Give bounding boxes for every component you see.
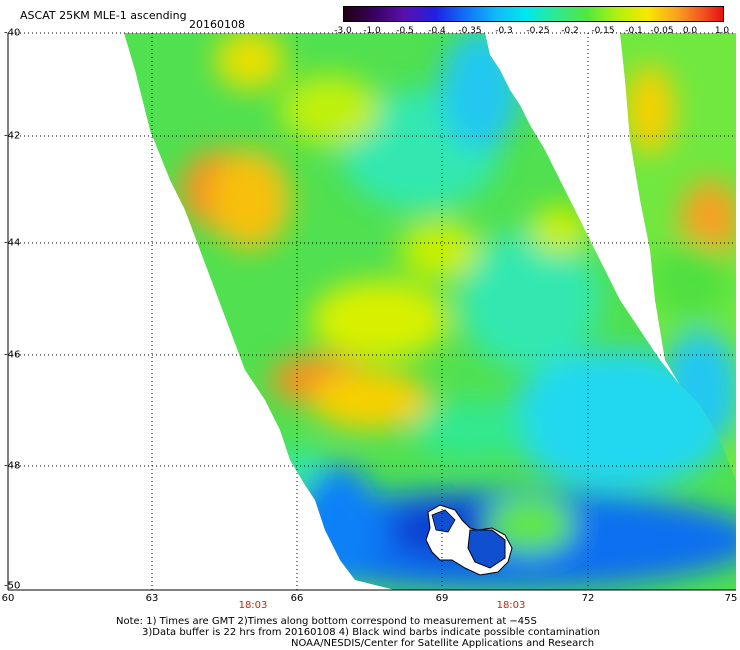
colorbar-tick-label: -0.05 — [650, 26, 674, 36]
longitude-label: 75 — [724, 593, 738, 604]
graticule — [8, 32, 736, 590]
island-outline — [425, 504, 513, 576]
colorbar-tick-label: -3.0 — [334, 26, 352, 36]
longitude-label: 69 — [435, 593, 449, 604]
colorbar-tick-label: -0.3 — [495, 26, 513, 36]
latitude-label: -48 — [4, 460, 21, 472]
colorbar-tick-label: -0.15 — [591, 26, 615, 36]
latitude-label: -42 — [4, 130, 21, 142]
colorbar-tick-label: 1.0 — [714, 26, 730, 36]
time-label-right: 18:03 — [496, 600, 526, 611]
latitude-label: -40 — [4, 27, 21, 39]
map-title: ASCAT 25KM MLE-1 ascending — [20, 9, 187, 22]
note-line-1: Note: 1) Times are GMT 2)Times along bot… — [116, 616, 537, 627]
latitude-label: -44 — [4, 237, 21, 249]
latitude-label: -50 — [4, 580, 21, 592]
colorbar — [343, 6, 724, 22]
map-date: 20160108 — [189, 18, 245, 31]
colorbar-tick-label: -0.1 — [625, 26, 643, 36]
colorbar-tick-label: -0.25 — [526, 26, 550, 36]
colorbar-tick-label: -0.4 — [428, 26, 446, 36]
longitude-label: 66 — [290, 593, 304, 604]
longitude-label: 60 — [1, 593, 15, 604]
latitude-label: -46 — [4, 349, 21, 361]
note-line-2: 3)Data buffer is 22 hrs from 20160108 4)… — [142, 627, 600, 638]
colorbar-tick-label: -0.2 — [561, 26, 579, 36]
colorbar-tick-label: -1.0 — [363, 26, 381, 36]
colorbar-tick-label: -0.5 — [396, 26, 414, 36]
longitude-label: 72 — [581, 593, 595, 604]
note-line-3: NOAA/NESDIS/Center for Satellite Applica… — [291, 638, 595, 649]
time-label-left: 18:03 — [238, 600, 268, 611]
colorbar-tick-label: -0.35 — [458, 26, 482, 36]
longitude-label: 63 — [145, 593, 159, 604]
colorbar-tick-label: 0.0 — [682, 26, 698, 36]
